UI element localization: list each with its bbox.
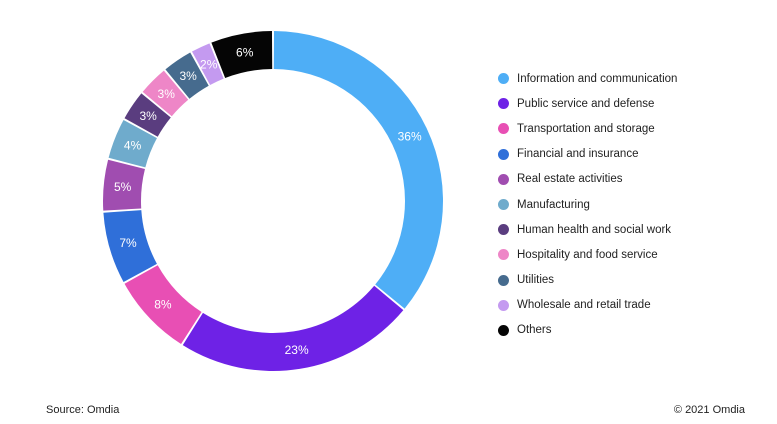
legend-label: Utilities bbox=[517, 274, 555, 287]
donut-slice-0 bbox=[273, 31, 444, 309]
donut-slice-6 bbox=[124, 93, 171, 137]
slice-label-5: 4% bbox=[124, 138, 142, 152]
legend-label: Public service and defense bbox=[517, 97, 655, 110]
donut-slice-10 bbox=[211, 31, 273, 78]
legend-swatch bbox=[498, 98, 509, 110]
legend-item-2: Transportation and storage bbox=[498, 116, 677, 141]
legend-item-7: Hospitality and food service bbox=[498, 242, 677, 267]
legend-swatch bbox=[498, 73, 509, 85]
donut-slice-8 bbox=[165, 52, 209, 99]
donut-slice-2 bbox=[124, 265, 202, 344]
copyright-note: © 2021 Omdia bbox=[673, 404, 745, 416]
legend-swatch bbox=[498, 324, 509, 336]
slice-label-8: 3% bbox=[179, 69, 197, 83]
donut-slice-9 bbox=[191, 43, 224, 85]
legend-item-3: Financial and insurance bbox=[498, 142, 677, 167]
source-note: Source: Omdia bbox=[46, 404, 120, 416]
legend-label: Real estate activities bbox=[517, 173, 623, 186]
slice-label-4: 5% bbox=[114, 180, 132, 194]
donut-slice-7 bbox=[142, 70, 189, 117]
slice-label-1: 23% bbox=[285, 343, 309, 357]
donut-slice-1 bbox=[182, 285, 404, 372]
legend-label: Hospitality and food service bbox=[517, 248, 658, 261]
legend-swatch bbox=[498, 148, 509, 160]
slice-label-0: 36% bbox=[398, 130, 422, 144]
donut-slice-5 bbox=[108, 119, 157, 168]
chart-legend: Information and communication Public serv… bbox=[498, 66, 677, 343]
legend-swatch bbox=[498, 199, 509, 211]
legend-label: Wholesale and retail trade bbox=[517, 299, 651, 312]
legend-label: Financial and insurance bbox=[517, 148, 639, 161]
slice-label-7: 3% bbox=[158, 87, 176, 101]
legend-item-8: Utilities bbox=[498, 268, 677, 293]
slice-label-9: 2% bbox=[200, 57, 218, 71]
legend-item-1: Public service and defense bbox=[498, 91, 677, 116]
legend-swatch bbox=[498, 224, 509, 236]
legend-swatch bbox=[498, 173, 509, 185]
legend-swatch bbox=[498, 249, 509, 261]
legend-item-4: Real estate activities bbox=[498, 167, 677, 192]
legend-label: Others bbox=[517, 324, 552, 337]
slice-label-10: 6% bbox=[236, 46, 254, 60]
slice-label-2: 8% bbox=[154, 297, 172, 311]
slice-label-3: 7% bbox=[119, 236, 137, 250]
legend-label: Manufacturing bbox=[517, 198, 590, 211]
legend-item-0: Information and communication bbox=[498, 66, 677, 91]
donut-slice-3 bbox=[103, 210, 157, 283]
legend-swatch bbox=[498, 299, 509, 311]
slice-label-6: 3% bbox=[139, 109, 157, 123]
legend-label: Information and communication bbox=[517, 72, 678, 85]
donut-slice-4 bbox=[103, 159, 145, 211]
legend-swatch bbox=[498, 274, 509, 286]
legend-swatch bbox=[498, 123, 509, 135]
legend-item-10: Others bbox=[498, 318, 677, 343]
legend-label: Human health and social work bbox=[517, 223, 672, 236]
legend-label: Transportation and storage bbox=[517, 122, 655, 135]
legend-item-9: Wholesale and retail trade bbox=[498, 293, 677, 318]
legend-item-6: Human health and social work bbox=[498, 217, 677, 242]
legend-item-5: Manufacturing bbox=[498, 192, 677, 217]
